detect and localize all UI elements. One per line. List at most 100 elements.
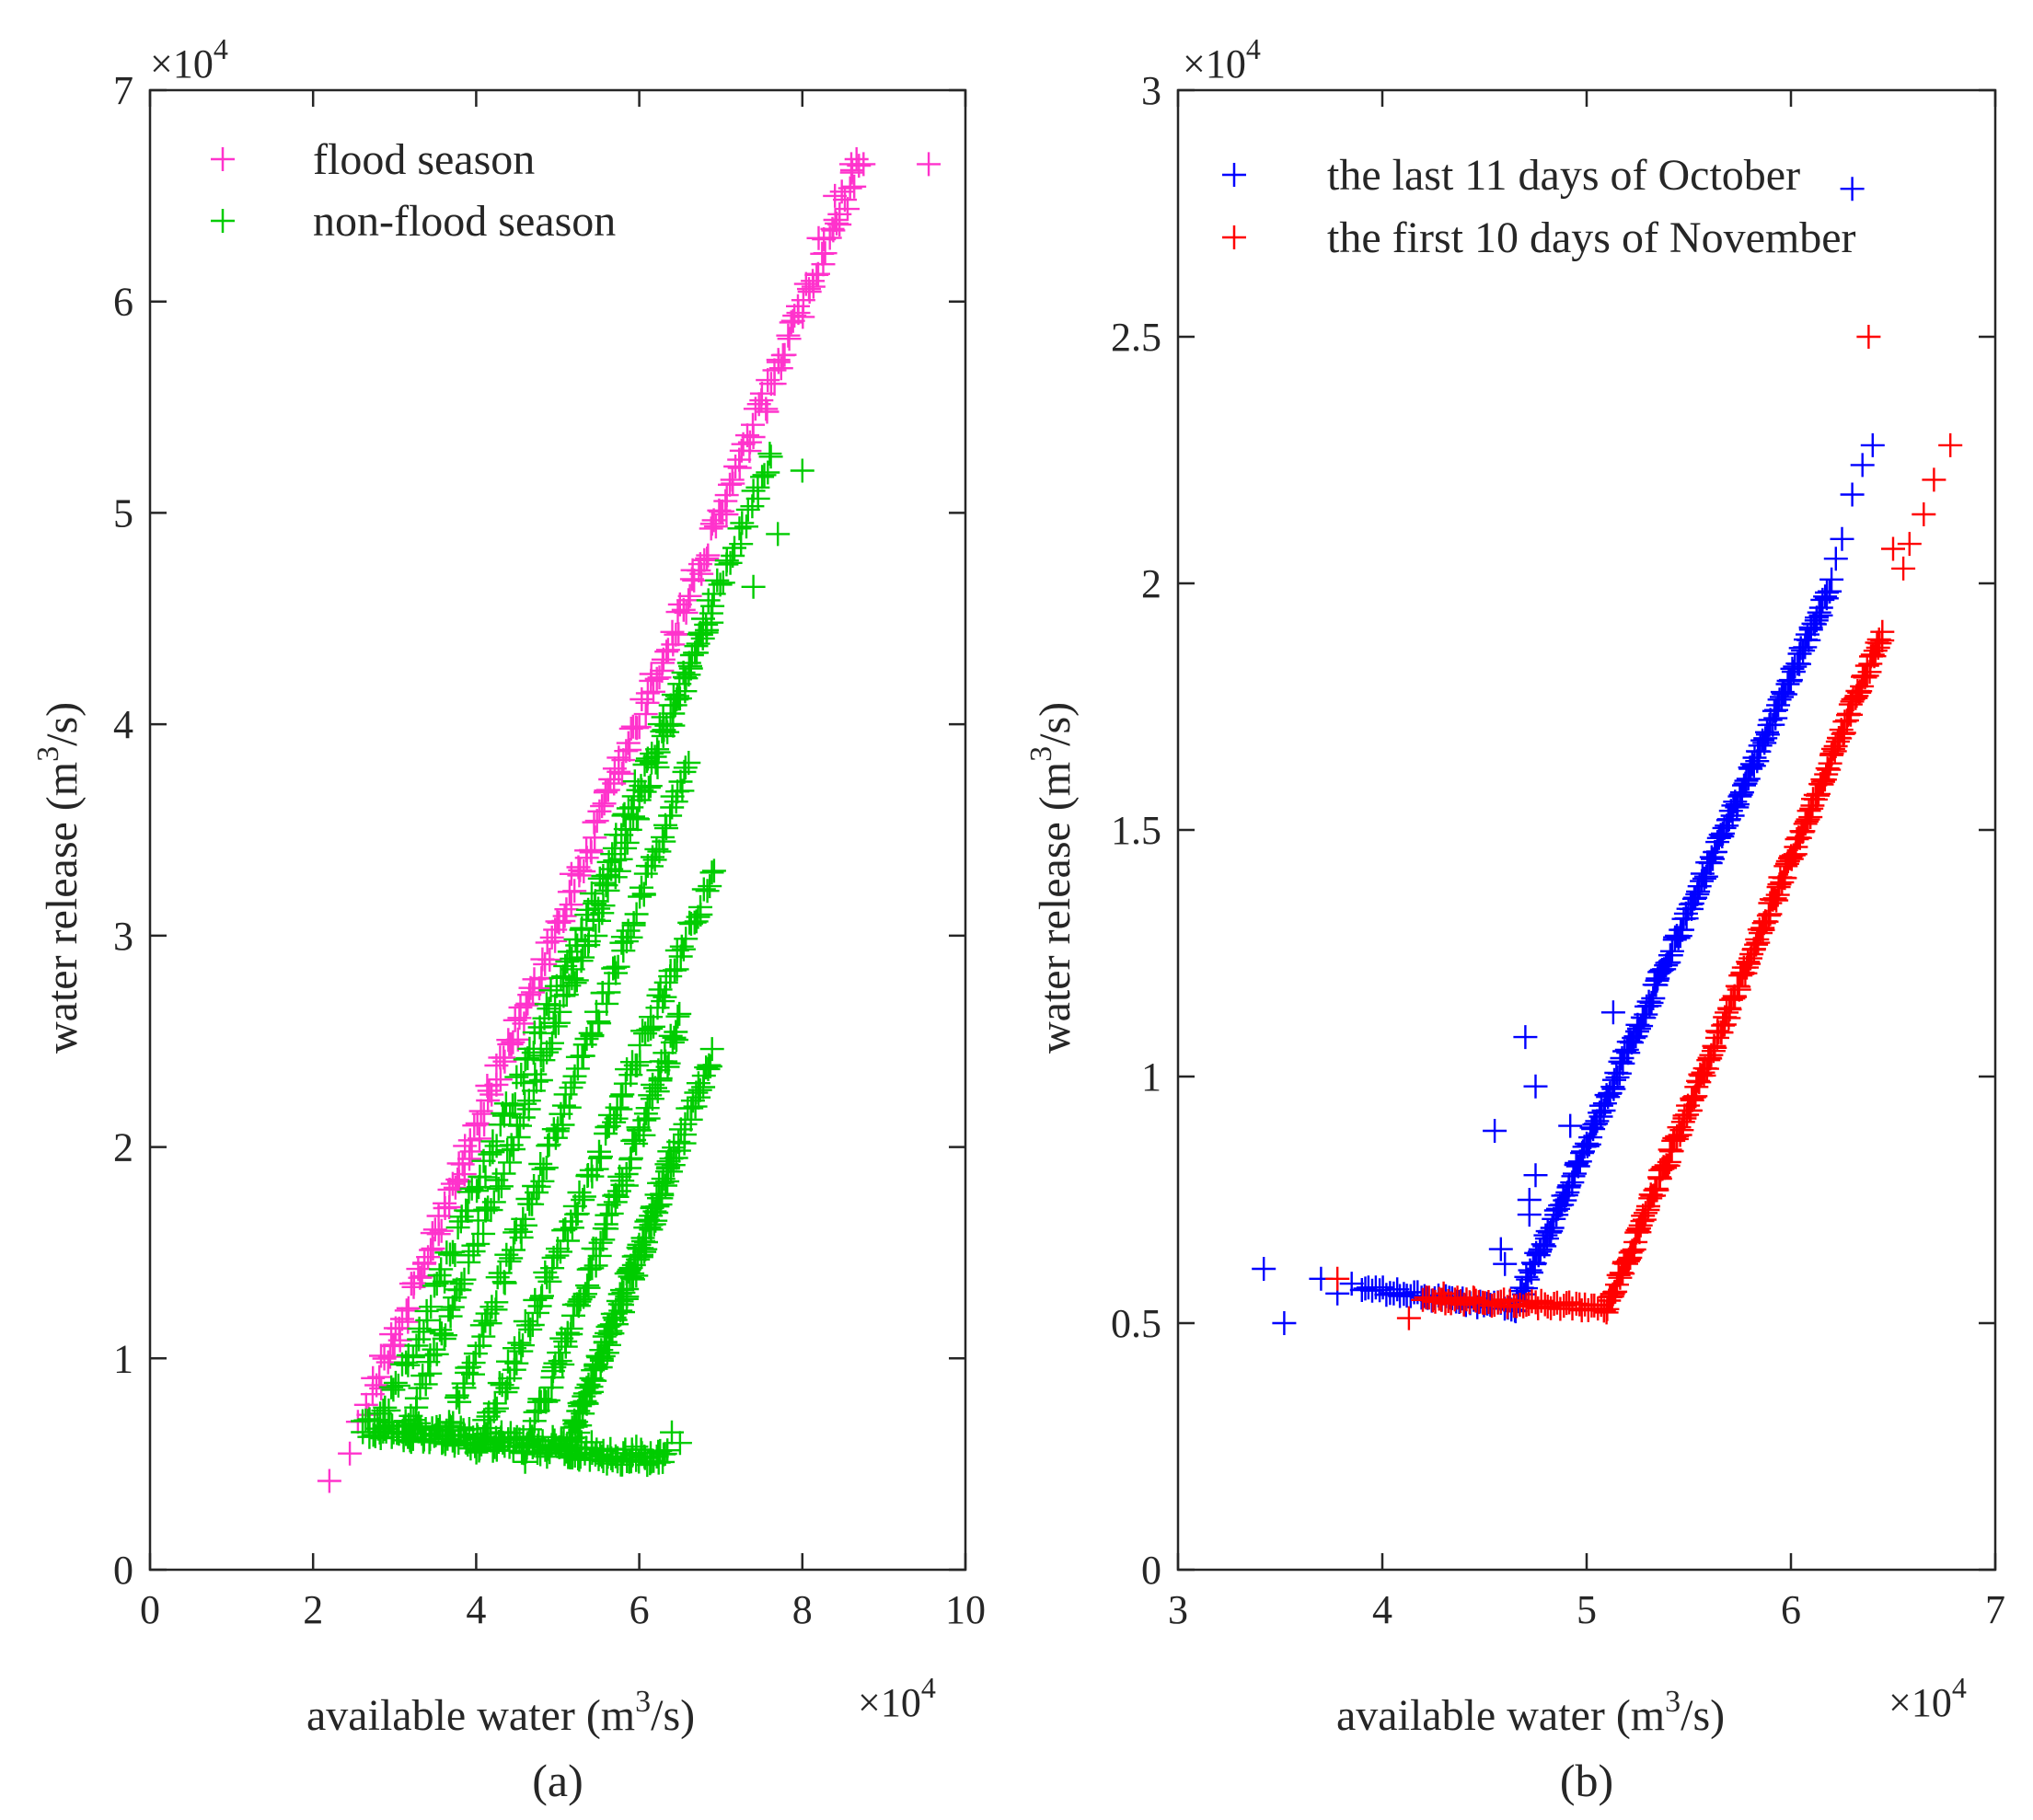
panel-a-series-0-point	[776, 323, 801, 348]
panel-a-series-1-point	[660, 1030, 685, 1054]
y-tick-label: 0.5	[1111, 1301, 1161, 1346]
panel-b-series-0-point	[1339, 1272, 1364, 1296]
panel-b-series-1-point	[1739, 942, 1764, 966]
panel-b-series-0-point	[1692, 866, 1716, 891]
panel-a-series-1-point	[643, 750, 668, 775]
panel-b-series-1-point	[1523, 1290, 1548, 1315]
panel-b-series-0-point	[1728, 782, 1753, 807]
panel-a-series-1-point	[501, 1093, 525, 1118]
panel-a-series-1-point	[653, 1442, 677, 1467]
panel-a-series-1-point	[688, 894, 712, 919]
panel-a-series-0-point	[836, 197, 860, 222]
panel-a-series-1-point	[757, 442, 782, 467]
panel-b-series-0-point	[1513, 1025, 1538, 1050]
panel-b-series-1-point	[1653, 1156, 1678, 1181]
panel-a-series-1-point	[632, 779, 657, 804]
panel-a-series-1-point	[524, 1069, 549, 1094]
panel-a-series-0-point	[689, 561, 714, 586]
panel-a-series-0-point	[806, 261, 830, 286]
panel-b-series-0-point	[1850, 453, 1875, 478]
panel-b-series-0-point	[1272, 1311, 1297, 1335]
panel-a-series-1-point	[580, 1256, 605, 1281]
panel-a-series-1-point	[678, 653, 702, 678]
panel-a-series-1-point	[696, 588, 721, 613]
panel-a-series-0-point	[674, 600, 699, 625]
panel-a-series-1-point	[479, 1295, 504, 1319]
panel-b-series-0-point	[1755, 722, 1780, 747]
panel-b-legend: the last 11 days of October the first 10…	[1222, 151, 1856, 262]
panel-a-series-1-point	[714, 548, 739, 573]
panel-a-series-0-point	[768, 356, 793, 381]
panel-a-series-1-point	[658, 964, 683, 989]
panel-a-series-1-point	[687, 1077, 712, 1102]
panel-a-series-1-point	[626, 807, 650, 832]
panel-a-series-0-point	[837, 176, 862, 201]
panel-b-series-0-point	[1652, 957, 1677, 982]
panel-a-series-1-point	[653, 970, 678, 995]
panel-a-series-0-point	[412, 1250, 437, 1275]
panel-b-series-0-point	[1704, 839, 1727, 864]
panel-b-series-1-point	[1762, 886, 1787, 911]
panel-a-series-1-point	[673, 679, 698, 704]
panel-b-series-1-point	[1867, 631, 1892, 656]
panel-a-series-1-point	[562, 971, 587, 996]
panel-a-series-1-point	[750, 465, 775, 490]
panel-a-series-1-point	[396, 1412, 421, 1437]
panel-b-x-multiplier: ×104	[1889, 1671, 1967, 1725]
panel-a-series-0-point	[737, 430, 762, 455]
panel-b-series-0-point	[1840, 482, 1865, 507]
panel-a-series-1-point	[523, 1400, 548, 1424]
panel-b-series-0-point	[1620, 1031, 1644, 1055]
panel-a-series-1-point	[659, 1146, 684, 1171]
panel-a-series-1-point	[647, 839, 672, 864]
panel-a-series-0-point	[394, 1298, 419, 1323]
panel-a-series-1-point	[559, 1076, 583, 1100]
panel-b-series-1-point	[1746, 930, 1771, 955]
panel-a-series-1-point	[605, 1095, 630, 1120]
panel-a-series-0-point	[633, 702, 658, 727]
panel-a-series-0-point	[813, 241, 837, 266]
panel-a-series-1-point	[408, 1376, 433, 1400]
panel-a-series-1-point	[540, 1256, 565, 1281]
panel-a-series-0-point	[671, 597, 696, 622]
panel-b-series-0-point	[1659, 939, 1684, 963]
panel-a-series-1-point	[497, 1249, 522, 1273]
panel-b-series-1-point	[1870, 619, 1895, 644]
panel-a-series-1-point	[599, 1201, 624, 1226]
panel-a-series-0-point	[627, 715, 652, 740]
x-tick-label: 3	[1168, 1587, 1188, 1632]
panel-b-series-0-point	[1830, 526, 1854, 551]
panel-a-series-1-point	[665, 1004, 690, 1029]
panel-a-series-1-point	[639, 1005, 664, 1030]
panel-b-series-0-point	[1539, 1219, 1564, 1243]
panel-b-series-1-point	[1628, 1213, 1653, 1238]
panel-a-series-1-point	[437, 1413, 462, 1438]
panel-b-series-0-point	[1598, 1080, 1623, 1105]
panel-a-series-1-point	[574, 1027, 599, 1051]
panel-a-series-1-point	[670, 778, 695, 803]
panel-a-series-1-point	[608, 847, 633, 871]
panel-a-series-1-point	[373, 1395, 398, 1420]
panel-a-series-1-point	[766, 522, 791, 547]
panel-a-series-1-point	[509, 1225, 534, 1250]
panel-b-series-0-point	[1823, 547, 1848, 571]
panel-b-series-1-point	[1741, 937, 1766, 962]
panel-b-series-0-point	[1579, 1115, 1604, 1140]
panel-a-series-1-point	[697, 1053, 722, 1077]
panel-a-series-0-point	[823, 183, 848, 208]
panel-a-series-1-point	[569, 949, 594, 973]
panel-a-series-1-point	[672, 759, 697, 784]
panel-a-series-1-point	[543, 1014, 568, 1039]
panel-a-series-1-point	[615, 830, 640, 855]
panel-a-series-0-point	[492, 1049, 517, 1074]
panel-a-series-1-point	[651, 1167, 676, 1192]
panel-a-series-0-point	[755, 399, 780, 424]
panel-a-series-1-point	[563, 927, 588, 951]
panel-b-series-0-point	[1544, 1203, 1569, 1227]
panel-a-series-1-point	[620, 1266, 644, 1291]
panel-a-series-1-point	[415, 1307, 440, 1332]
panel-a-series-1-point	[447, 1278, 472, 1302]
panel-a-series-1-point	[624, 902, 649, 927]
panel-a-series-0	[317, 147, 941, 1493]
panel-b-series-0-point	[1761, 712, 1785, 737]
